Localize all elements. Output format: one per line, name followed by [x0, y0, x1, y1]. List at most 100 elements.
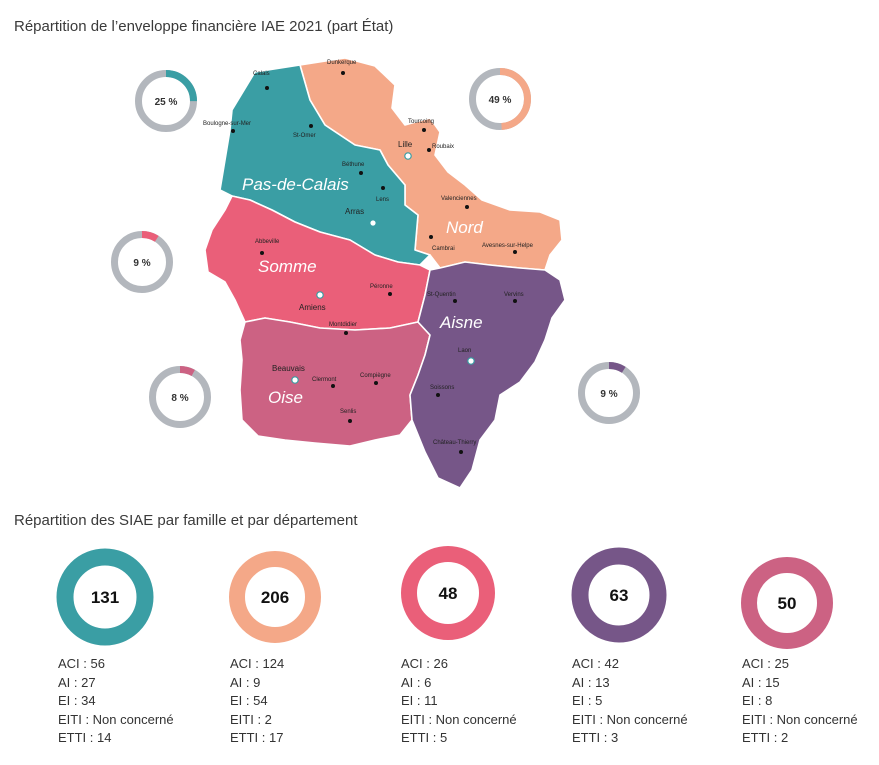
- siae-donut-oise: 50: [741, 557, 833, 649]
- city-label-chateau-thierry: Château-Thierry: [433, 440, 476, 446]
- city-dot-boulogne: [231, 129, 235, 133]
- city-dot-avesnes: [513, 250, 517, 254]
- budget-share-oise: 8 %: [171, 393, 188, 404]
- siae-donut-pas-de-calais: 131: [56, 548, 154, 646]
- city-dot-amiens: [316, 291, 324, 299]
- city-dot-saint-omer: [309, 124, 313, 128]
- city-dot-abbeville: [260, 251, 264, 255]
- city-dot-valenciennes: [465, 205, 469, 209]
- city-dot-dunkerque: [341, 71, 345, 75]
- city-dot-peronne: [388, 292, 392, 296]
- city-label-compiegne: Compiègne: [360, 373, 391, 379]
- stat-aci: ACI : 26: [401, 656, 448, 671]
- dept-label-oise: Oise: [268, 388, 303, 407]
- siae-stats-somme: ACI : 26 AI : 6 EI : 11 EITI : Non conce…: [401, 655, 517, 748]
- city-dot-beauvais: [291, 376, 299, 384]
- budget-share-aisne: 9 %: [600, 389, 617, 400]
- stat-ai: AI : 6: [401, 674, 432, 690]
- budget-donut-nord: 49 %: [469, 68, 531, 130]
- dept-label-pas-de-calais: Pas-de-Calais: [242, 175, 349, 194]
- city-dot-arras: [369, 219, 377, 227]
- stat-ei: EI : 8: [742, 693, 773, 708]
- dept-label-aisne: Aisne: [439, 313, 483, 332]
- siae-total-aisne: 63: [610, 586, 629, 605]
- budget-share-pas-de-calais: 25 %: [155, 97, 178, 108]
- city-label-abbeville: Abbeville: [255, 239, 280, 245]
- budget-share-nord: 49 %: [489, 95, 512, 106]
- city-label-calais: Calais: [253, 71, 270, 77]
- city-dots: [231, 71, 517, 454]
- city-dot-compiegne: [374, 381, 378, 385]
- stat-aci: ACI : 42: [572, 656, 619, 671]
- city-dot-calais: [265, 86, 269, 90]
- city-label-peronne: Péronne: [370, 284, 393, 290]
- city-label-saint-omer: St-Omer: [293, 133, 316, 139]
- siae-stats-oise: ACI : 25 AI : 15 EI : 8 EITI : Non conce…: [742, 655, 858, 748]
- stat-eiti: EITI : 2: [230, 711, 272, 727]
- siae-donut-nord: 206: [229, 551, 321, 643]
- stat-aci: ACI : 56: [58, 656, 105, 671]
- budget-title: Répartition de l’enveloppe financière IA…: [14, 18, 394, 35]
- city-label-soissons: Soissons: [430, 385, 454, 391]
- city-label-lille: Lille: [398, 140, 413, 149]
- city-label-amiens: Amiens: [299, 303, 326, 312]
- city-dot-saint-quentin: [453, 299, 457, 303]
- stat-etti: ETTI : 5: [401, 730, 448, 745]
- siae-total-oise: 50: [778, 594, 797, 613]
- stat-ei: EI : 34: [58, 693, 96, 708]
- city-dot-roubaix: [427, 148, 431, 152]
- siae-stats-aisne: ACI : 42 AI : 13 EI : 5 EITI : Non conce…: [572, 655, 688, 748]
- stat-etti: ETTI : 14: [58, 730, 112, 745]
- prefecture-dots: [291, 152, 475, 384]
- siae-title: Répartition des SIAE par famille et par …: [14, 512, 358, 529]
- siae-total-somme: 48: [439, 584, 458, 603]
- siae-stats-pas-de-calais: ACI : 56 AI : 27 EI : 34 EITI : Non conc…: [58, 655, 174, 748]
- city-label-valenciennes: Valenciennes: [441, 196, 477, 202]
- city-dot-tourcoing: [422, 128, 426, 132]
- city-label-dunkerque: Dunkerque: [327, 60, 357, 66]
- city-label-montdidier: Montdidier: [329, 322, 357, 328]
- city-dot-senlis: [348, 419, 352, 423]
- city-label-bethune: Béthune: [342, 162, 365, 168]
- city-dot-montdidier: [344, 331, 348, 335]
- budget-donut-aisne: 9 %: [578, 362, 640, 424]
- siae-total-nord: 206: [261, 588, 289, 607]
- budget-donut-pas-de-calais: 25 %: [135, 70, 197, 132]
- city-dot-vervins: [513, 299, 517, 303]
- city-label-beauvais: Beauvais: [272, 364, 305, 373]
- stat-eiti: EITI : Non concerné: [401, 711, 517, 727]
- city-label-boulogne: Boulogne-sur-Mer: [203, 121, 251, 127]
- stat-aci: ACI : 25: [742, 656, 789, 671]
- dept-label-nord: Nord: [446, 218, 483, 237]
- department-shape-aisne: [409, 261, 566, 489]
- city-label-vervins: Vervins: [504, 292, 524, 298]
- city-dot-bethune: [359, 171, 363, 175]
- stat-etti: ETTI : 2: [742, 730, 789, 745]
- city-label-lens: Lens: [376, 197, 389, 203]
- stat-eiti: EITI : Non concerné: [572, 711, 688, 727]
- city-dot-laon: [467, 357, 475, 365]
- city-label-tourcoing: Tourcoing: [408, 119, 434, 125]
- stat-aci: ACI : 124: [230, 656, 285, 671]
- stat-etti: ETTI : 3: [572, 730, 619, 745]
- city-label-arras: Arras: [345, 207, 364, 216]
- stat-ai: AI : 27: [58, 674, 96, 690]
- city-label-roubaix: Roubaix: [432, 144, 454, 150]
- stat-eiti: EITI : Non concerné: [742, 711, 858, 727]
- stat-ai: AI : 9: [230, 674, 261, 690]
- stat-ei: EI : 11: [401, 693, 438, 708]
- stat-ai: AI : 13: [572, 674, 610, 690]
- siae-stats-nord: ACI : 124 AI : 9 EI : 54 EITI : 2 ETTI :…: [230, 655, 284, 748]
- city-label-avesnes: Avesnes-sur-Helpe: [482, 243, 534, 249]
- siae-donut-aisne: 63: [571, 547, 667, 643]
- stat-ei: EI : 54: [230, 693, 268, 708]
- stat-ei: EI : 5: [572, 693, 603, 708]
- city-label-saint-quentin: St-Quentin: [427, 292, 456, 298]
- city-dot-cambrai: [429, 235, 433, 239]
- stat-eiti: EITI : Non concerné: [58, 711, 174, 727]
- city-dot-chateau-thierry: [459, 450, 463, 454]
- city-label-senlis: Senlis: [340, 409, 356, 415]
- city-label-clermont: Clermont: [312, 377, 337, 383]
- city-dot-clermont: [331, 384, 335, 388]
